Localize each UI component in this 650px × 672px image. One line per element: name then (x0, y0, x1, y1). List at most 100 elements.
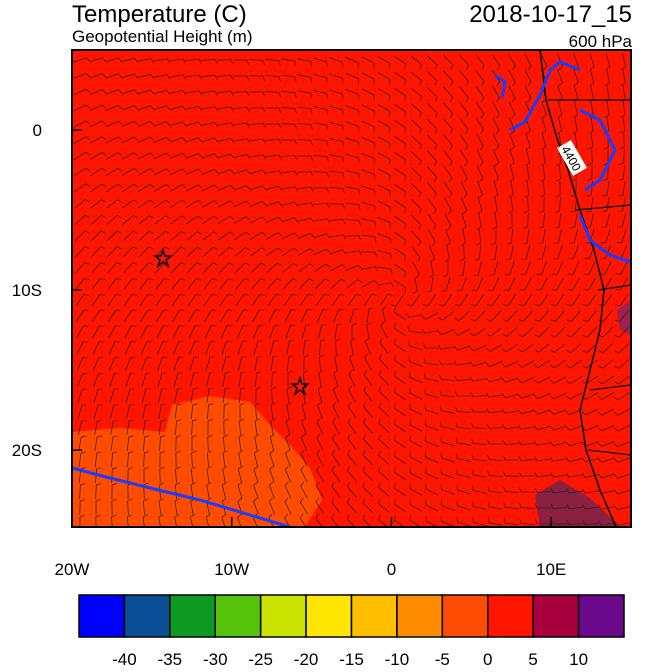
height-contour (494, 60, 631, 264)
wind-barb (74, 230, 90, 242)
wind-barb (313, 138, 329, 146)
wind-barb (153, 105, 171, 111)
wind-barb (424, 373, 439, 382)
wind-barb (604, 85, 610, 102)
wind-barb (377, 120, 391, 133)
wind-barb (267, 278, 282, 290)
wind-barb (490, 245, 498, 261)
wind-barb (315, 481, 325, 499)
wind-barb (204, 325, 216, 339)
wind-barb (314, 278, 330, 290)
wind-barb (587, 164, 593, 182)
wind-barb (508, 197, 514, 214)
wind-barb (73, 104, 91, 112)
wind-barb (533, 393, 551, 400)
wind-barb (459, 86, 469, 102)
wind-barb (233, 169, 251, 175)
wind-barb (153, 199, 171, 209)
wind-barb (107, 278, 122, 290)
wind-barb (233, 138, 250, 144)
wind-barb (378, 498, 390, 513)
wind-barb (332, 417, 340, 435)
wind-barb (552, 261, 564, 275)
wind-barb (361, 218, 376, 227)
wind-barb (518, 455, 536, 461)
wind-barb (175, 419, 182, 436)
wind-barb (283, 278, 298, 290)
wind-barb (469, 361, 487, 367)
wind-barb (573, 69, 579, 87)
wind-barb (296, 139, 313, 146)
wind-barb (79, 483, 86, 500)
wind-barb (207, 403, 214, 420)
wind-barb (471, 422, 488, 429)
wind-barb (269, 434, 275, 451)
wind-barb (554, 213, 562, 229)
wind-barb (410, 198, 422, 214)
wind-barb (268, 309, 281, 323)
wind-barb (566, 457, 583, 463)
wind-barb (169, 105, 187, 111)
wind-barb (170, 215, 187, 225)
wind-barb (477, 197, 483, 215)
wind-barb (281, 201, 299, 207)
wind-barb (137, 152, 155, 160)
wind-barb (153, 168, 171, 176)
wind-barb (554, 196, 561, 213)
wind-barb (249, 231, 267, 240)
wind-barb (89, 57, 107, 63)
wind-barb (232, 91, 250, 97)
wind-barb (137, 58, 154, 63)
wind-barb (493, 181, 499, 199)
wind-barb (121, 136, 139, 144)
wind-barb (91, 278, 106, 290)
wind-barb (582, 343, 598, 354)
wind-barb (598, 359, 614, 369)
wind-barb (280, 123, 297, 130)
wind-barb (265, 185, 282, 191)
wind-barb (153, 184, 171, 192)
wind-barb (169, 74, 186, 80)
wind-barb (125, 357, 136, 371)
wind-barb (138, 246, 154, 258)
wind-barb (410, 103, 422, 118)
wind-barb (206, 371, 215, 387)
wind-barb (331, 498, 341, 514)
wind-barb (409, 499, 423, 512)
wind-barb (249, 216, 267, 224)
wind-barb (108, 341, 120, 355)
wind-barb (330, 278, 346, 289)
wind-barb (459, 102, 469, 119)
wind-barb (89, 152, 107, 160)
wind-barb (94, 451, 102, 467)
wind-barb (393, 403, 406, 417)
wind-barb (393, 467, 406, 481)
wind-barb (598, 504, 615, 510)
wind-barb (89, 89, 107, 95)
wind-barb (412, 261, 420, 279)
wind-barb (329, 264, 347, 272)
wind-barb (613, 489, 631, 495)
wind-barb (111, 498, 117, 516)
wind-barb (377, 56, 391, 69)
wind-barb (509, 165, 515, 182)
wind-barb (565, 359, 582, 369)
wind-barb (139, 278, 154, 290)
wind-barb (428, 229, 436, 247)
star-marker (152, 247, 174, 269)
wind-barb (249, 154, 266, 160)
wind-barb (105, 57, 123, 63)
wind-barb (280, 155, 298, 161)
wind-barb (140, 309, 153, 323)
wind-barb (486, 423, 504, 429)
wind-barb (443, 181, 453, 199)
colorbar-label: -35 (158, 650, 183, 667)
wind-barb (238, 371, 246, 387)
wind-barb (362, 482, 374, 498)
wind-barb (475, 228, 481, 246)
wind-barb (121, 168, 139, 176)
wind-barb (604, 101, 610, 118)
wind-barb (285, 418, 291, 435)
wind-barb (94, 435, 103, 451)
wind-barb (248, 91, 266, 97)
